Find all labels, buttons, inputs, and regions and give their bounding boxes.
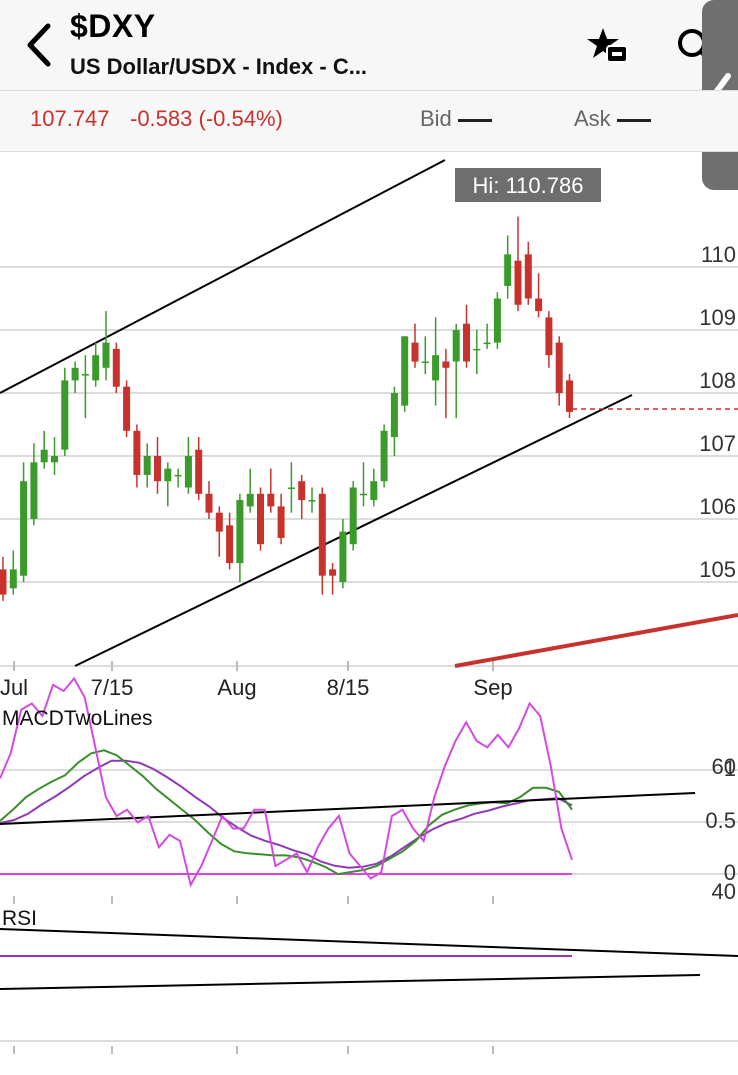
x-axis-label: 7/15 (91, 675, 134, 700)
price-tick-label: 108 (699, 368, 736, 393)
macd-trendline (0, 792, 696, 825)
candle-up (20, 481, 28, 576)
candle-up (401, 336, 409, 406)
candle-down (133, 430, 141, 475)
candle-down (463, 323, 470, 362)
add-to-watchlist-icon[interactable] (585, 26, 629, 66)
candle-up (51, 456, 58, 463)
candle-down (535, 298, 543, 312)
red-trendline (454, 613, 738, 668)
price-chart[interactable]: 110 109 108 107 106 105 Jul 7/15 Aug 8/15 Sep 1 0.5… (0, 150, 738, 1075)
candle-down (257, 493, 264, 545)
x-axis-label: 8/15 (327, 675, 370, 700)
rsi-title: RSI (2, 907, 37, 930)
candle-down (154, 456, 161, 482)
candle-up (308, 500, 316, 502)
x-axis-label: Sep (473, 675, 512, 700)
bid-quote: Bid (420, 106, 492, 132)
bid-label: Bid (420, 106, 452, 131)
macd-tick-label: 0.5 (705, 808, 736, 833)
price-tick-label: 107 (699, 431, 736, 456)
rsi-tick-label: 40 (712, 879, 736, 904)
last-price: 107.747 (30, 106, 110, 131)
candle-up (493, 298, 501, 343)
candle-up (184, 456, 192, 488)
macd-tick-label: 1 (724, 756, 736, 781)
candle-up (40, 449, 48, 463)
macd-title: MACDTwoLines (2, 707, 153, 730)
rsi-upper-trendline (0, 928, 738, 957)
candle-up (380, 430, 388, 482)
candle-up (143, 456, 151, 475)
rsi-line (0, 676, 573, 888)
candle-down (267, 493, 275, 507)
price-tick-label: 105 (699, 557, 736, 582)
candle-down (0, 569, 7, 595)
candle-up (339, 531, 347, 582)
rsi-tick-label: 60 (712, 754, 736, 779)
candle-up (92, 355, 100, 381)
candle-down (195, 449, 203, 494)
candle-down (329, 569, 337, 576)
instrument-name[interactable]: US Dollar/USDX - Index - C... (70, 54, 368, 79)
macd-line (0, 749, 573, 876)
candle-up (71, 367, 79, 381)
candle-up (9, 569, 17, 589)
ask-label: Ask (574, 106, 611, 131)
macd-tick-label: 0 (724, 860, 736, 885)
candle-down (442, 361, 450, 368)
candle-up (370, 481, 378, 501)
candle-up (473, 348, 481, 351)
candle-down (566, 380, 573, 412)
price-tick-label: 106 (699, 494, 736, 519)
candle-up (452, 330, 460, 362)
candle-down (411, 342, 419, 362)
x-axis-label: Aug (217, 675, 256, 700)
candle-up (360, 493, 367, 496)
candle-down (514, 260, 522, 305)
candle-down (277, 506, 285, 538)
candle-up (483, 342, 491, 345)
ask-value-empty (616, 118, 651, 122)
rsi-lower-trendline (0, 974, 701, 990)
candle-up (102, 342, 110, 368)
price-tick-label: 109 (699, 305, 736, 330)
back-chevron-icon[interactable] (22, 22, 58, 68)
candle-up (246, 493, 254, 507)
bid-value-empty (457, 118, 492, 122)
candle-up (504, 254, 512, 286)
price-tick-label: 110 (701, 242, 736, 267)
candle-down (545, 317, 553, 356)
candle-up (174, 474, 182, 477)
candle-up (287, 487, 295, 489)
candle-down (112, 348, 120, 387)
candle-down (524, 254, 532, 299)
candle-up (390, 393, 398, 438)
candle-down (555, 342, 563, 393)
candle-up (30, 462, 38, 519)
high-label-box (455, 168, 601, 202)
candle-down (205, 493, 213, 513)
x-axis-label: Jul (0, 675, 28, 700)
candle-up (236, 500, 244, 564)
candle-up (432, 355, 440, 381)
candle-down (215, 512, 223, 532)
candle-down (298, 481, 306, 501)
candle-up (349, 487, 357, 545)
high-label: Hi: 110.786 (473, 173, 584, 198)
candle-up (61, 380, 69, 450)
upper-trendline (0, 159, 446, 394)
candle-up (421, 361, 429, 363)
candle-down (123, 386, 131, 431)
candle-down (318, 493, 326, 576)
candle-up (164, 468, 172, 482)
candle-up (81, 374, 89, 376)
ticker-symbol: $DXY (70, 8, 156, 44)
candle-down (226, 525, 234, 564)
quote-bar (0, 90, 738, 152)
macd-signal-line (0, 759, 573, 869)
price-change: -0.583 (-0.54%) (130, 106, 283, 131)
ask-quote: Ask (574, 106, 651, 132)
